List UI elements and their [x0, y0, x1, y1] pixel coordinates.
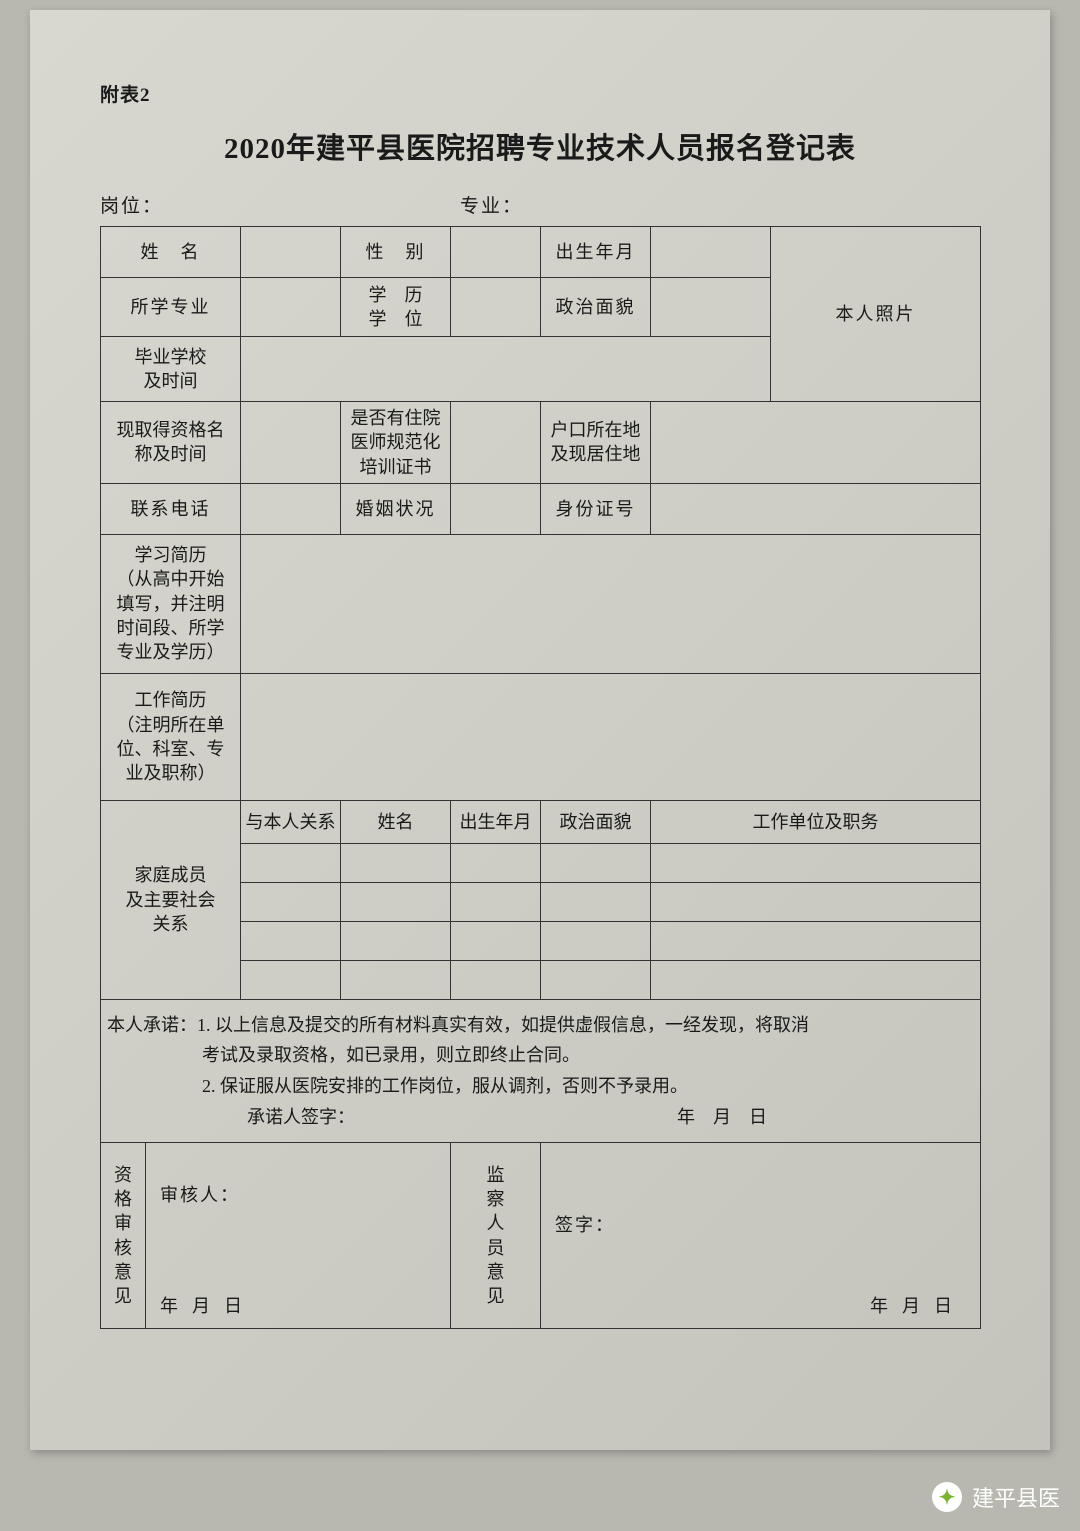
appendix-label: 附表2 [100, 80, 980, 107]
promise-prefix: 本人承诺： [107, 1015, 197, 1035]
fam2-political [541, 882, 651, 921]
value-marital [451, 483, 541, 534]
fam4-birth [451, 960, 541, 999]
label-marital: 婚姻状况 [341, 483, 451, 534]
value-hukou [651, 402, 981, 484]
fam2-name [341, 882, 451, 921]
value-gender [451, 227, 541, 278]
label-hukou: 户口所在地 及现居住地 [541, 402, 651, 484]
label-fam-political: 政治面貌 [541, 800, 651, 843]
fam1-political [541, 843, 651, 882]
label-photo: 本人照片 [771, 227, 981, 402]
fam1-relation [241, 843, 341, 882]
label-birth: 出生年月 [541, 227, 651, 278]
promise-item2: 2. 保证服从医院安排的工作岗位，服从调剂，否则不予录用。 [107, 1071, 974, 1102]
label-work-history: 工作简历 （注明所在单 位、科室、专 业及职称） [101, 673, 241, 800]
promise-date: 年 月 日 [677, 1102, 767, 1133]
promise-signer-label: 承诺人签字： [247, 1102, 677, 1133]
value-education [451, 278, 541, 337]
label-education: 学 历 [369, 285, 423, 305]
fam2-work [651, 882, 981, 921]
label-id-number: 身份证号 [541, 483, 651, 534]
label-residency-cert: 是否有住院 医师规范化 培训证书 [341, 402, 451, 484]
form-content: 附表2 2020年建平县医院招聘专业技术人员报名登记表 岗位： 专业： 姓 名 … [100, 80, 980, 1329]
label-school-time: 毕业学校 及时间 [101, 337, 241, 402]
position-label: 岗位： [100, 191, 460, 218]
label-gender: 性 别 [341, 227, 451, 278]
label-phone: 联系电话 [101, 483, 241, 534]
row-review: 资 格 审 核 意 见 审核人： 年月日 监 察 人 员 意 见 签字： 年月日 [101, 1143, 981, 1329]
fam4-work [651, 960, 981, 999]
sign-label: 签字： [555, 1213, 615, 1237]
promise-sign-row: 承诺人签字： 年 月 日 [107, 1102, 974, 1133]
label-political: 政治面貌 [541, 278, 651, 337]
value-name [241, 227, 341, 278]
row-phone: 联系电话 婚姻状况 身份证号 [101, 483, 981, 534]
fam3-political [541, 921, 651, 960]
row-family-header: 家庭成员 及主要社会 关系 与本人关系 姓名 出生年月 政治面貌 工作单位及职务 [101, 800, 981, 843]
label-fam-birth: 出生年月 [451, 800, 541, 843]
registration-table: 姓 名 性 别 出生年月 本人照片 所学专业 学 历 学 位 政治面貌 [100, 226, 981, 1329]
fam3-name [341, 921, 451, 960]
wechat-source: 建平县医 [972, 1481, 1060, 1513]
label-qualification: 现取得资格名 称及时间 [101, 402, 241, 484]
label-fam-work: 工作单位及职务 [651, 800, 981, 843]
fam3-relation [241, 921, 341, 960]
row-promise: 本人承诺：1. 以上信息及提交的所有材料真实有效，如提供虚假信息，一经发现，将取… [101, 999, 981, 1142]
value-major-studied [241, 278, 341, 337]
promise-cell: 本人承诺：1. 以上信息及提交的所有材料真实有效，如提供虚假信息，一经发现，将取… [101, 999, 981, 1142]
paper-sheet: 附表2 2020年建平县医院招聘专业技术人员报名登记表 岗位： 专业： 姓 名 … [30, 10, 1050, 1450]
promise-item1b: 考试及录取资格，如已录用，则立即终止合同。 [107, 1040, 974, 1071]
value-work-history [241, 673, 981, 800]
value-school-time [241, 337, 771, 402]
label-study-history: 学习简历 （从高中开始 填写，并注明 时间段、所学 专业及学历） [101, 534, 241, 673]
wechat-icon: ✦ [932, 1482, 962, 1512]
promise-item1a: 1. 以上信息及提交的所有材料真实有效，如提供虚假信息，一经发现，将取消 [197, 1015, 809, 1035]
major-label: 专业： [460, 191, 523, 218]
label-family: 家庭成员 及主要社会 关系 [101, 800, 241, 999]
review-left: 审核人： 年月日 [146, 1143, 450, 1328]
auditor-label: 审核人： [160, 1183, 240, 1207]
wechat-footer: ✦ 建平县医 [932, 1481, 1060, 1513]
form-title: 2020年建平县医院招聘专业技术人员报名登记表 [100, 125, 980, 167]
value-study-history [241, 534, 981, 673]
label-review-qual: 资 格 审 核 意 见 [101, 1143, 146, 1329]
review-right: 签字： 年月日 [541, 1143, 980, 1328]
review-right-cell: 签字： 年月日 [541, 1143, 981, 1329]
fam3-birth [451, 921, 541, 960]
label-degree: 学 位 [369, 309, 423, 329]
fam3-work [651, 921, 981, 960]
row-study-history: 学习简历 （从高中开始 填写，并注明 时间段、所学 专业及学历） [101, 534, 981, 673]
row-qualification: 现取得资格名 称及时间 是否有住院 医师规范化 培训证书 户口所在地 及现居住地 [101, 402, 981, 484]
fam4-political [541, 960, 651, 999]
row-name: 姓 名 性 别 出生年月 本人照片 [101, 227, 981, 278]
value-phone [241, 483, 341, 534]
value-id-number [651, 483, 981, 534]
row-work-history: 工作简历 （注明所在单 位、科室、专 业及职称） [101, 673, 981, 800]
label-supervisor: 监 察 人 员 意 见 [451, 1143, 541, 1329]
value-political [651, 278, 771, 337]
fam2-birth [451, 882, 541, 921]
fam4-relation [241, 960, 341, 999]
label-fam-relation: 与本人关系 [241, 800, 341, 843]
value-birth [651, 227, 771, 278]
fam1-name [341, 843, 451, 882]
label-fam-name: 姓名 [341, 800, 451, 843]
promise-line1: 本人承诺：1. 以上信息及提交的所有材料真实有效，如提供虚假信息，一经发现，将取… [107, 1010, 974, 1041]
fam1-work [651, 843, 981, 882]
promise-box: 本人承诺：1. 以上信息及提交的所有材料真实有效，如提供虚假信息，一经发现，将取… [101, 1000, 980, 1142]
label-major-studied: 所学专业 [101, 278, 241, 337]
header-line: 岗位： 专业： [100, 191, 980, 218]
review-right-date: 年月日 [870, 1294, 966, 1318]
value-qualification [241, 402, 341, 484]
review-left-date: 年月日 [160, 1294, 256, 1318]
fam2-relation [241, 882, 341, 921]
fam4-name [341, 960, 451, 999]
value-residency-cert [451, 402, 541, 484]
label-name: 姓 名 [101, 227, 241, 278]
label-education-degree: 学 历 学 位 [341, 278, 451, 337]
review-left-cell: 审核人： 年月日 [146, 1143, 451, 1329]
fam1-birth [451, 843, 541, 882]
